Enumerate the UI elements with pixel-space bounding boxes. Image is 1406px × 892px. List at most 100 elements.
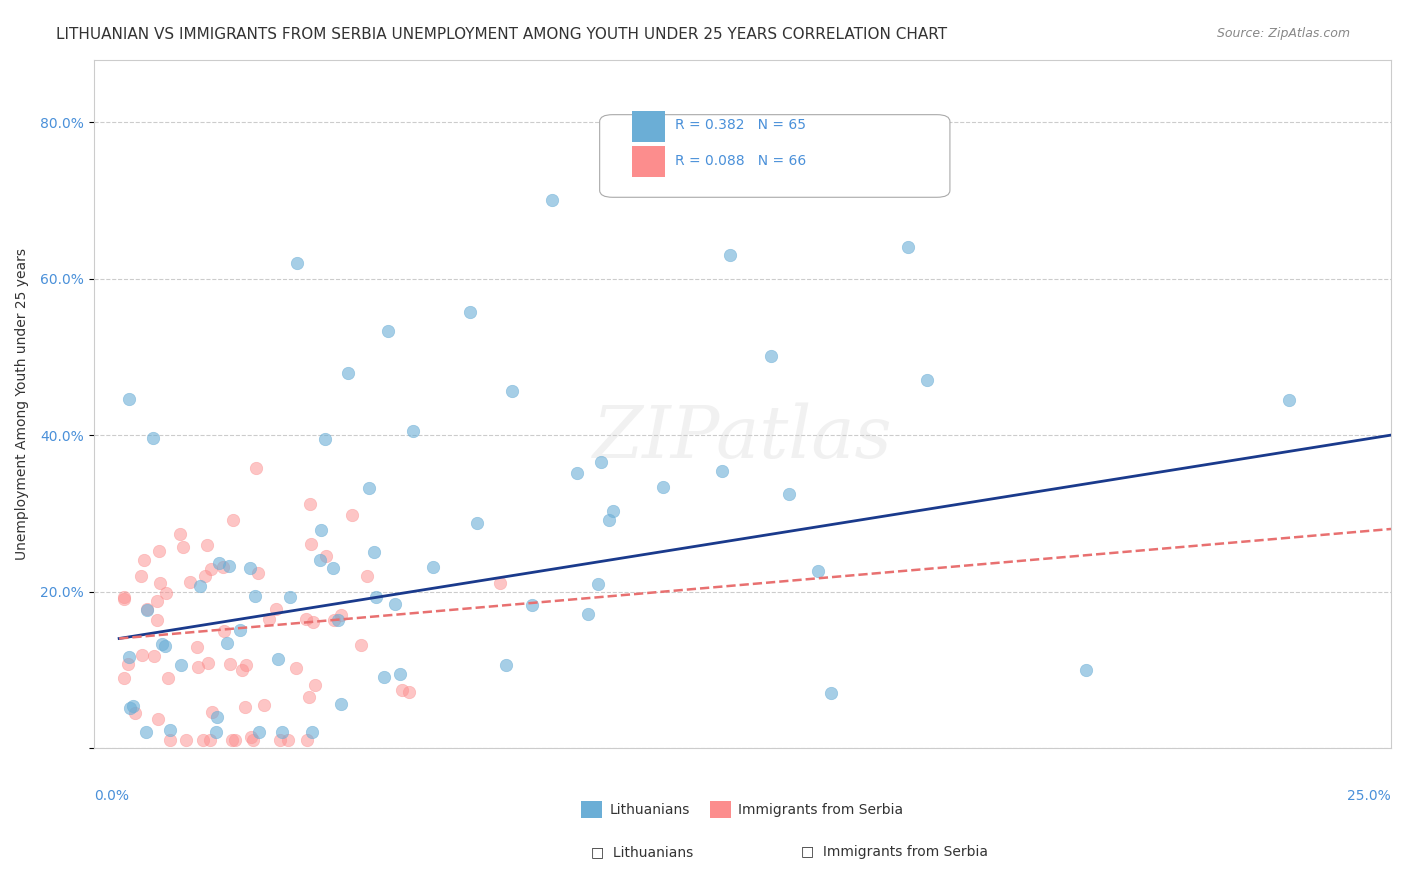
Point <box>402 424 425 438</box>
Point <box>121 698 143 713</box>
Point <box>172 541 194 555</box>
Point <box>710 464 733 478</box>
Point <box>323 613 346 627</box>
Point <box>211 559 233 574</box>
Point <box>153 640 176 654</box>
Point <box>269 733 291 747</box>
Point <box>602 504 624 518</box>
Point <box>204 725 226 739</box>
Point <box>285 256 308 270</box>
Point <box>112 590 135 604</box>
Point <box>565 466 588 480</box>
Point <box>576 607 599 621</box>
Point <box>458 304 481 318</box>
Point <box>540 194 562 208</box>
Point <box>271 725 294 739</box>
Point <box>135 602 157 616</box>
Point <box>179 575 201 590</box>
Point <box>363 545 385 559</box>
Point <box>897 240 920 254</box>
Point <box>915 374 938 388</box>
Point <box>155 586 177 600</box>
Point <box>148 544 170 558</box>
Point <box>422 559 444 574</box>
Point <box>326 613 349 627</box>
Point <box>200 562 222 576</box>
Point <box>298 690 321 704</box>
Point <box>520 598 543 612</box>
Point <box>135 725 157 739</box>
Point <box>264 601 287 615</box>
Point <box>253 698 276 713</box>
Point <box>240 730 263 744</box>
Point <box>398 685 420 699</box>
Point <box>222 513 245 527</box>
Point <box>187 659 209 673</box>
Point <box>718 248 741 262</box>
Point <box>820 686 842 700</box>
Point <box>117 657 139 672</box>
Point <box>652 480 675 494</box>
Point <box>285 661 308 675</box>
Point <box>134 553 156 567</box>
Point <box>247 725 270 739</box>
Point <box>377 324 399 338</box>
Point <box>156 671 179 685</box>
Point <box>150 637 173 651</box>
Point <box>233 700 256 714</box>
Point <box>146 712 169 726</box>
Point <box>322 561 344 575</box>
Point <box>391 683 413 698</box>
Point <box>357 481 380 495</box>
Point <box>384 597 406 611</box>
Text: ZIPatlas: ZIPatlas <box>592 403 893 474</box>
Point <box>207 710 229 724</box>
Point <box>194 569 217 583</box>
Point <box>146 613 169 627</box>
Point <box>170 658 193 673</box>
Point <box>235 657 257 672</box>
Point <box>191 733 214 747</box>
Point <box>120 701 142 715</box>
Legend: Lithuanians, Immigrants from Serbia: Lithuanians, Immigrants from Serbia <box>576 796 908 823</box>
FancyBboxPatch shape <box>633 112 665 142</box>
Point <box>304 678 326 692</box>
Point <box>112 672 135 686</box>
Point <box>315 549 337 563</box>
Point <box>350 638 373 652</box>
Point <box>186 640 208 654</box>
Point <box>337 366 360 380</box>
Point <box>309 552 332 566</box>
Point <box>145 594 167 608</box>
Point <box>366 590 388 604</box>
Point <box>195 537 218 551</box>
Point <box>389 667 412 681</box>
Point <box>356 569 378 583</box>
Point <box>257 612 280 626</box>
Point <box>330 697 353 711</box>
Text: □  Immigrants from Serbia: □ Immigrants from Serbia <box>801 846 988 859</box>
Point <box>242 733 264 747</box>
Point <box>501 384 523 398</box>
Point <box>340 508 363 522</box>
Point <box>201 705 224 719</box>
Point <box>198 733 221 747</box>
Text: 25.0%: 25.0% <box>1347 789 1391 804</box>
Text: □  Lithuanians: □ Lithuanians <box>591 846 693 859</box>
Point <box>302 615 325 629</box>
Point <box>118 392 141 407</box>
Point <box>218 558 240 573</box>
Point <box>229 623 252 637</box>
Point <box>761 349 783 363</box>
Point <box>598 513 620 527</box>
Point <box>148 575 170 590</box>
Point <box>299 497 322 511</box>
Point <box>131 648 153 663</box>
Point <box>129 568 152 582</box>
Point <box>142 431 165 445</box>
Text: Source: ZipAtlas.com: Source: ZipAtlas.com <box>1216 27 1350 40</box>
Point <box>299 537 322 551</box>
Point <box>330 608 353 623</box>
Text: R = 0.088   N = 66: R = 0.088 N = 66 <box>675 154 806 169</box>
Point <box>212 624 235 638</box>
